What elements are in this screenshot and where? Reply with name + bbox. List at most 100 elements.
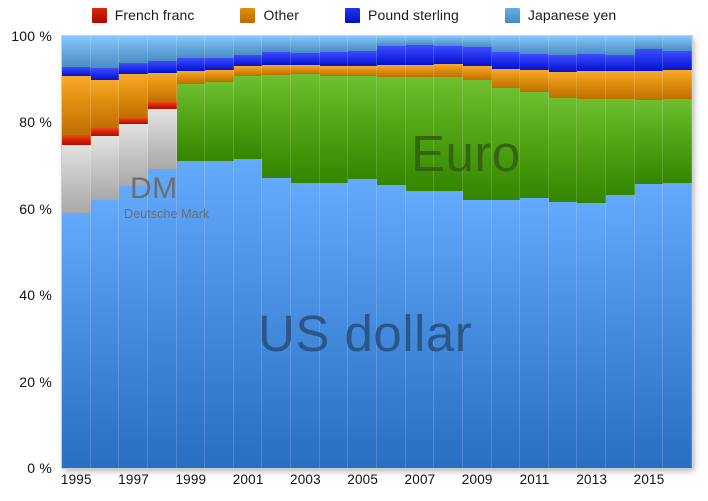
- bar-segment: [291, 53, 320, 65]
- bar-column: [491, 36, 521, 468]
- bar-segment: [348, 179, 377, 468]
- bar-segment: [262, 64, 292, 76]
- bar-column: [663, 36, 692, 468]
- y-axis: 0 % 20 % 40 % 60 % 80 % 100 %: [0, 0, 60, 501]
- bar-segment: [119, 63, 148, 75]
- bar-segment: [520, 198, 549, 468]
- bar-segment: [377, 46, 406, 66]
- bar-segment: [663, 51, 692, 71]
- x-axis-tick: 1997: [118, 472, 149, 487]
- bar-column: [606, 36, 635, 468]
- bar-segment: [262, 75, 292, 179]
- bar-segment: [348, 36, 377, 51]
- legend-item-french-franc[interactable]: French franc: [91, 0, 195, 30]
- bar-segment: [663, 98, 692, 183]
- bar-segment: [233, 54, 263, 67]
- bar-segment: [62, 213, 91, 468]
- bar-segment: [434, 46, 463, 64]
- bar-segment: [462, 199, 492, 468]
- bar-segment: [319, 36, 349, 52]
- bar-segment: [233, 36, 263, 55]
- bar-segment: [462, 36, 492, 48]
- legend-item-japanese-yen[interactable]: Japanese yen: [504, 0, 616, 30]
- bar-column: [90, 36, 120, 468]
- bar-segment: [634, 70, 664, 101]
- bar-segment: [147, 102, 177, 110]
- bar-segment: [634, 36, 664, 50]
- bar-segment: [663, 182, 692, 468]
- bar-segment: [176, 58, 206, 71]
- bar-segment: [262, 52, 292, 65]
- y-axis-tick: 20 %: [19, 373, 52, 390]
- bar-segment: [606, 71, 635, 100]
- bar-segment: [663, 36, 692, 52]
- bar-segment: [62, 134, 91, 145]
- bar-segment: [434, 63, 463, 78]
- bar-segment: [147, 36, 177, 62]
- bar-segment: [520, 92, 549, 199]
- bar-segment: [119, 186, 148, 468]
- legend-item-pound-sterling[interactable]: Pound sterling: [345, 0, 459, 30]
- bar-segment: [348, 66, 377, 76]
- y-axis-tick: 40 %: [19, 287, 52, 304]
- bar-segment: [491, 199, 521, 468]
- bar-segment: [262, 36, 292, 53]
- bar-segment: [491, 52, 521, 70]
- legend-item-other[interactable]: Other: [240, 0, 299, 30]
- bar-segment: [147, 61, 177, 73]
- bar-segment: [520, 36, 549, 54]
- bar-segment: [90, 128, 120, 137]
- bar-column: [348, 36, 377, 468]
- bar-segment: [319, 66, 349, 77]
- bar-column: [205, 36, 234, 468]
- bar-segment: [577, 98, 607, 204]
- bar-column: [405, 36, 435, 468]
- bar-segment: [176, 161, 206, 468]
- bar-segment: [205, 36, 234, 58]
- bar-segment: [577, 54, 607, 72]
- x-axis-tick: 2011: [519, 472, 550, 487]
- bar-segment: [119, 36, 148, 64]
- plot-area: US dollar Euro DM Deutsche Mark: [62, 36, 692, 468]
- bar-column: [291, 36, 320, 468]
- bar-segment: [577, 203, 607, 468]
- bar-column: [548, 36, 578, 468]
- chart-legend: French franc Other Pound sterling Japanese …: [0, 0, 708, 30]
- x-axis-tick: 2009: [461, 472, 493, 487]
- x-axis-tick: 2005: [347, 472, 379, 487]
- bar-column: [233, 36, 263, 468]
- x-axis-tick: 2015: [633, 472, 665, 487]
- bar-column: [62, 36, 91, 468]
- bar-segment: [577, 36, 607, 55]
- bar-column: [319, 36, 349, 468]
- bar-column: [434, 36, 463, 468]
- bar-column: [462, 36, 492, 468]
- legend-swatch: [345, 7, 360, 23]
- bar-segment: [319, 183, 349, 468]
- x-axis-tick: 1995: [60, 472, 92, 487]
- bar-segment: [462, 80, 492, 200]
- bar-segment: [205, 160, 234, 468]
- bar-segment: [176, 36, 206, 59]
- bar-segment: [90, 36, 120, 69]
- legend-label: Pound sterling: [368, 7, 459, 23]
- bar-segment: [62, 66, 91, 76]
- bar-segment: [377, 36, 406, 47]
- bar-segment: [377, 65, 406, 77]
- bar-segment: [291, 64, 320, 75]
- bar-segment: [606, 36, 635, 56]
- bar-segment: [291, 183, 320, 468]
- legend-label: French franc: [114, 7, 195, 23]
- bar-segment: [62, 144, 91, 214]
- bar-segment: [291, 74, 320, 184]
- bar-segment: [319, 76, 349, 184]
- bar-segment: [434, 77, 463, 192]
- bar-column: [520, 36, 549, 468]
- bar-segment: [434, 191, 463, 468]
- bar-segment: [176, 71, 206, 84]
- bar-segment: [491, 88, 521, 200]
- bar-segment: [90, 136, 120, 200]
- bar-segment: [520, 70, 549, 93]
- bar-segment: [606, 99, 635, 195]
